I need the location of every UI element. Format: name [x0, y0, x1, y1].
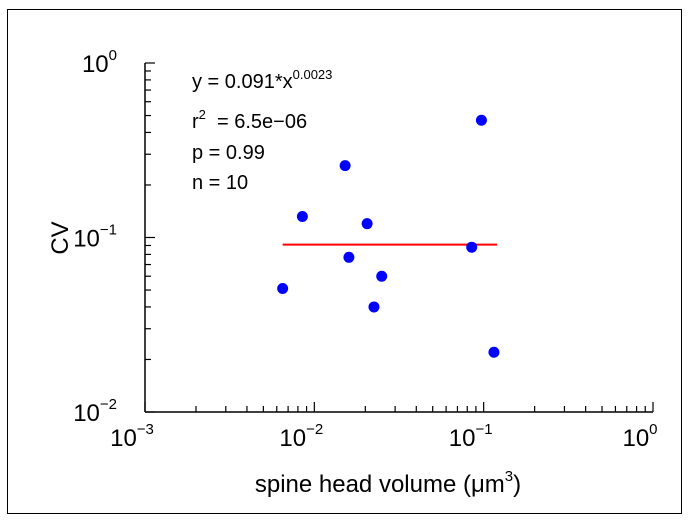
n-annotation: n = 10 — [192, 172, 248, 194]
equation-annotation: y = 0.091*x0.0023 — [192, 67, 332, 93]
y-tick-label: 10−1 — [73, 222, 117, 253]
x-tick-label: 10−3 — [110, 421, 154, 452]
x-axis-title: spine head volume (μm3) — [255, 468, 521, 498]
y-tick-label: 100 — [82, 47, 117, 78]
data-point — [466, 241, 478, 253]
y-tick-label: 10−2 — [73, 396, 117, 427]
data-point — [361, 218, 373, 230]
p-value-annotation: p = 0.99 — [192, 142, 265, 164]
data-point — [488, 346, 500, 358]
ticks — [144, 62, 654, 413]
data-point — [277, 283, 289, 295]
data-point — [376, 270, 388, 282]
data-point — [343, 251, 355, 263]
data-point — [339, 160, 351, 172]
data-point — [475, 114, 487, 126]
y-axis-title: CV — [47, 221, 74, 254]
x-tick-label: 10−1 — [449, 421, 493, 452]
data-points — [277, 114, 500, 358]
data-point — [368, 301, 380, 313]
x-tick-label: 100 — [622, 421, 657, 452]
chart-frame — [7, 9, 682, 514]
x-tick-label: 10−2 — [279, 421, 323, 452]
r2-annotation: r2 = 6.5e−06 — [192, 107, 307, 133]
data-point — [296, 210, 308, 222]
